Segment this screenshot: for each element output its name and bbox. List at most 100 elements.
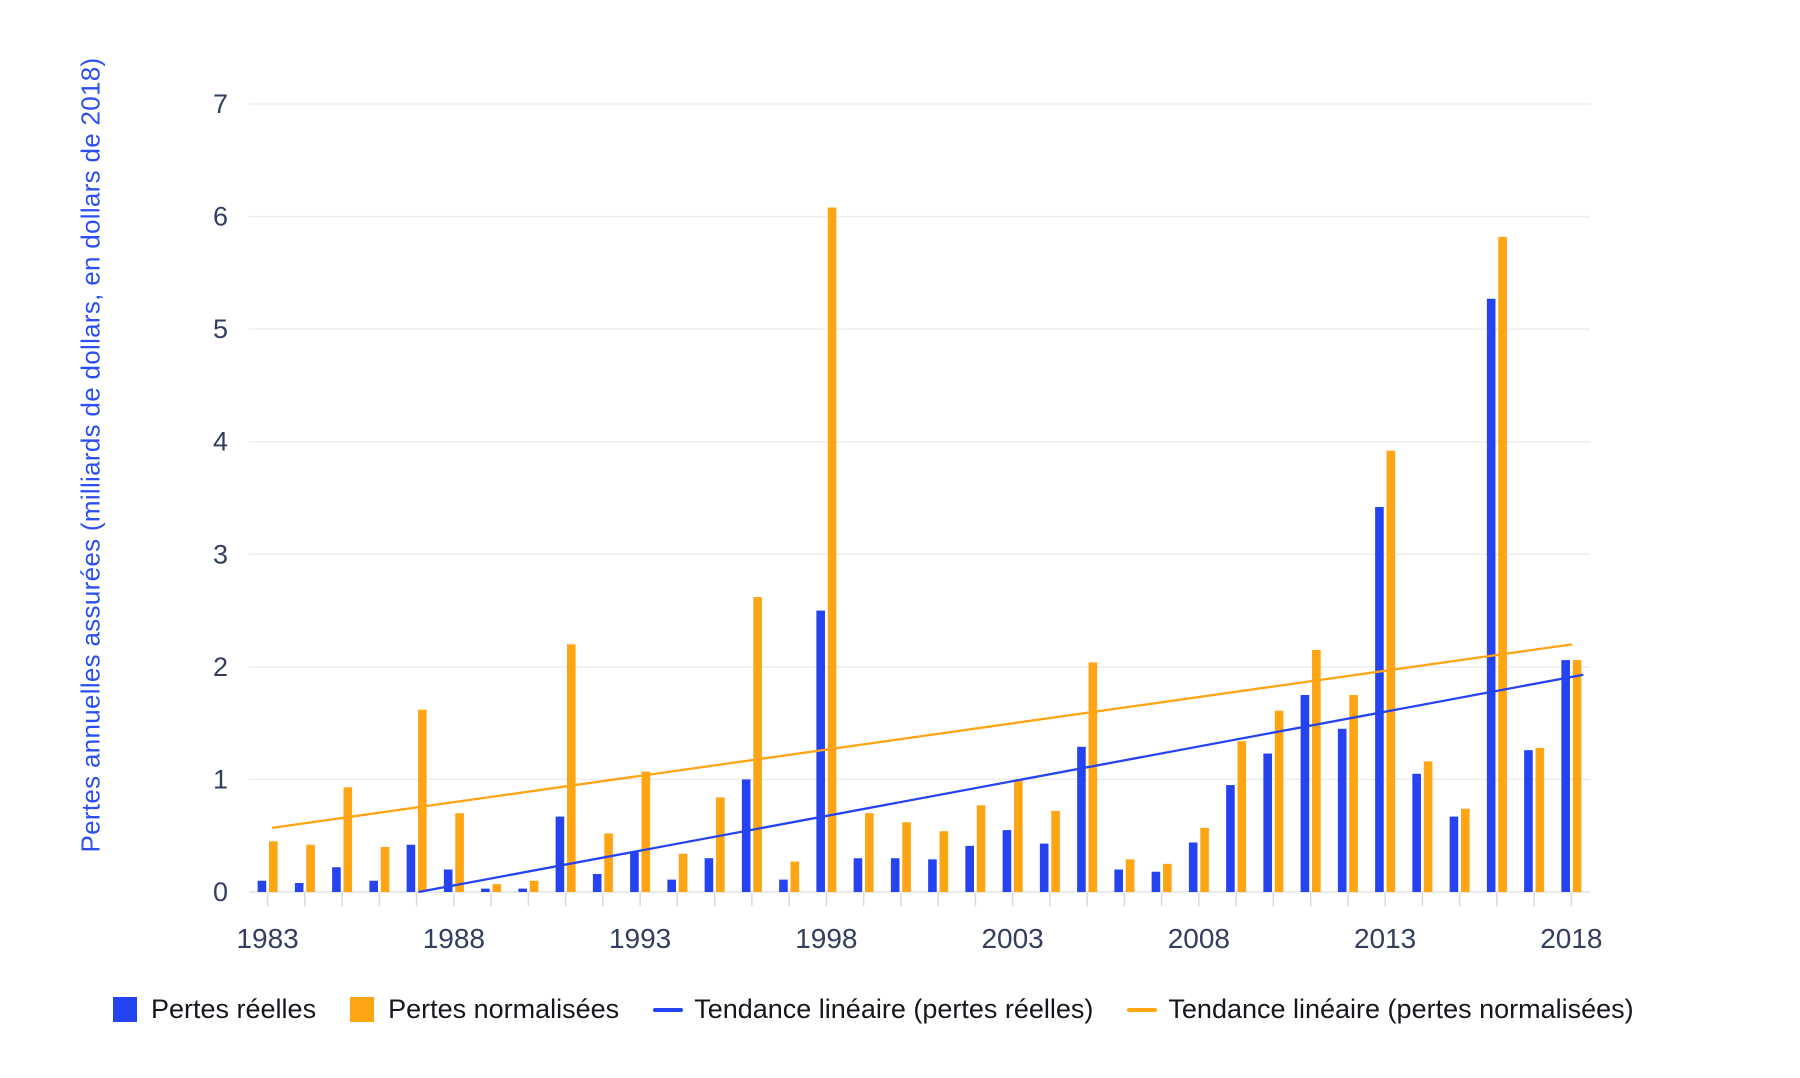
y-tick-label-7: 7 (213, 89, 228, 119)
x-tick-label-1983: 1983 (236, 923, 298, 954)
legend-label-3: Tendance linéaire (pertes normalisées) (1168, 994, 1634, 1024)
bar-pertes-normalisees-1998 (827, 207, 837, 892)
bar-pertes-reelles-1987 (406, 844, 416, 892)
bar-pertes-reelles-2003 (1002, 830, 1012, 892)
bar-pertes-normalisees-2001 (939, 831, 949, 892)
bar-pertes-reelles-2010 (1263, 753, 1272, 892)
bar-pertes-reelles-2018 (1561, 660, 1570, 892)
bar-pertes-reelles-1994 (667, 879, 676, 892)
bar-pertes-reelles-1997 (779, 879, 788, 892)
bar-pertes-reelles-2008 (1188, 842, 1198, 892)
bar-pertes-normalisees-1991 (567, 644, 576, 892)
bar-pertes-normalisees-2009 (1237, 741, 1247, 892)
y-tick-label-2: 2 (213, 652, 228, 682)
bar-pertes-normalisees-1989 (492, 884, 502, 892)
x-tick-label-2013: 2013 (1354, 923, 1416, 954)
legend-swatch-square-0 (113, 997, 137, 1022)
bar-pertes-reelles-2015 (1449, 816, 1459, 892)
bar-pertes-normalisees-1997 (790, 861, 800, 892)
bar-pertes-normalisees-1999 (865, 813, 874, 892)
bar-pertes-normalisees-2000 (902, 822, 911, 892)
bar-pertes-normalisees-2016 (1498, 236, 1507, 892)
bar-pertes-reelles-2014 (1412, 773, 1421, 892)
bar-pertes-normalisees-2011 (1312, 649, 1321, 892)
bar-pertes-normalisees-1996 (753, 597, 762, 892)
bar-pertes-reelles-2011 (1300, 695, 1310, 892)
bar-pertes-normalisees-2015 (1461, 808, 1470, 892)
bar-pertes-reelles-1990 (518, 888, 527, 892)
y-tick-label-6: 6 (213, 202, 228, 232)
trend-line-pertes-normalisees (271, 643, 1573, 829)
bar-pertes-reelles-1986 (369, 880, 378, 892)
x-tick-label-1998: 1998 (795, 923, 857, 954)
x-tick-label-1988: 1988 (423, 923, 485, 954)
bar-pertes-reelles-2004 (1039, 843, 1049, 892)
bar-pertes-reelles-1984 (294, 882, 304, 892)
plot-area: 0 1 2 3 4 5 6 7 1983 1988 1993 1998 2003 2008 2013 2018 (213, 89, 1603, 954)
bar-pertes-reelles-2006 (1114, 869, 1123, 892)
bar-pertes-normalisees-2008 (1200, 827, 1209, 892)
y-tick-label-0: 0 (213, 877, 228, 907)
bar-pertes-normalisees-2014 (1423, 761, 1433, 892)
bar-pertes-normalisees-1992 (604, 833, 613, 892)
bar-pertes-normalisees-1987 (418, 709, 427, 892)
legend-swatch-line-3 (1127, 1007, 1158, 1012)
bar-pertes-reelles-2017 (1524, 750, 1533, 892)
legend-label-2: Tendance linéaire (pertes réelles) (694, 994, 1094, 1024)
bar-pertes-normalisees-2007 (1163, 863, 1172, 892)
bar-pertes-normalisees-1988 (455, 813, 464, 892)
bar-pertes-normalisees-2010 (1274, 710, 1284, 892)
bar-pertes-normalisees-2013 (1386, 450, 1396, 892)
bar-pertes-reelles-1995 (704, 858, 714, 892)
bar-pertes-normalisees-2018 (1572, 660, 1582, 892)
legend-item-3: Tendance linéaire (pertes normalisées) (1127, 994, 1634, 1025)
bar-pertes-normalisees-1983 (269, 841, 278, 892)
bar-pertes-reelles-1985 (332, 867, 341, 892)
bar-pertes-normalisees-1994 (678, 853, 688, 892)
bar-pertes-normalisees-1995 (716, 797, 725, 892)
bar-pertes-normalisees-1986 (380, 846, 390, 892)
bar-pertes-normalisees-1990 (529, 880, 539, 892)
legend-label-0: Pertes réelles (151, 994, 317, 1024)
bar-pertes-normalisees-1993 (641, 771, 651, 892)
x-tick-label-2003: 2003 (981, 923, 1043, 954)
bar-pertes-reelles-2005 (1077, 746, 1086, 892)
bar-pertes-reelles-2002 (965, 845, 974, 892)
y-tick-label-4: 4 (213, 427, 228, 457)
bar-pertes-normalisees-2003 (1014, 779, 1023, 892)
bar-pertes-reelles-1993 (630, 851, 639, 892)
x-tick-label-1993: 1993 (609, 923, 671, 954)
bar-pertes-reelles-1992 (592, 873, 602, 892)
bar-pertes-reelles-1983 (257, 880, 267, 892)
bar-pertes-reelles-2012 (1337, 728, 1347, 892)
legend-label-1: Pertes normalisées (388, 994, 620, 1024)
bar-pertes-reelles-2001 (928, 859, 937, 892)
bar-pertes-reelles-2007 (1151, 871, 1161, 892)
bar-pertes-normalisees-1984 (306, 844, 315, 892)
bar-pertes-reelles-1991 (555, 816, 565, 892)
y-tick-label-3: 3 (213, 539, 228, 569)
bar-pertes-normalisees-2012 (1349, 695, 1358, 892)
bar-pertes-reelles-2009 (1226, 785, 1235, 892)
bar-pertes-normalisees-2005 (1088, 662, 1098, 892)
bar-pertes-reelles-2000 (890, 858, 900, 892)
bar-pertes-normalisees-2006 (1125, 859, 1135, 892)
bar-pertes-normalisees-2002 (976, 805, 986, 892)
trend-line-pertes-reelles (418, 673, 1584, 894)
bar-pertes-reelles-2013 (1375, 507, 1384, 892)
bar-pertes-reelles-1996 (741, 779, 751, 892)
legend: Pertes réelles Pertes normalisées Tendance… (113, 994, 1634, 1025)
legend-swatch-line-2 (653, 1007, 684, 1012)
bar-pertes-normalisees-2004 (1051, 810, 1060, 892)
x-tick-label-2008: 2008 (1168, 923, 1230, 954)
legend-item-0: Pertes réelles (113, 994, 316, 1025)
bar-pertes-normalisees-2017 (1535, 747, 1545, 892)
x-tick-label-2018: 2018 (1540, 923, 1602, 954)
y-tick-label-1: 1 (213, 764, 228, 794)
legend-item-1: Pertes normalisées (350, 994, 619, 1025)
bar-pertes-reelles-1988 (443, 869, 453, 892)
bar-pertes-normalisees-1985 (343, 787, 353, 892)
bar-pertes-reelles-1999 (853, 858, 863, 892)
bar-pertes-reelles-2016 (1486, 298, 1496, 893)
